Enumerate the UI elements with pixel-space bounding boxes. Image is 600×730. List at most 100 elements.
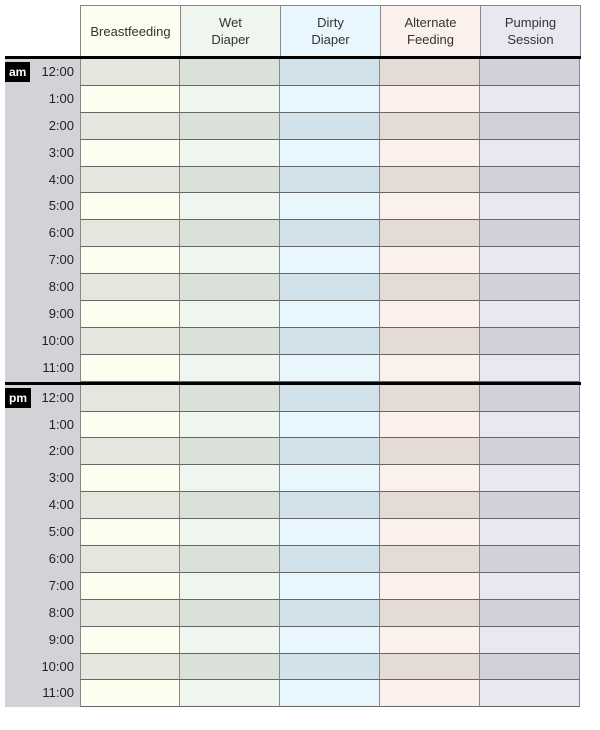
log-cell[interactable] [180, 384, 280, 412]
log-cell[interactable] [80, 411, 180, 439]
log-cell[interactable] [380, 247, 480, 275]
log-cell[interactable] [80, 546, 180, 573]
log-cell[interactable] [380, 572, 480, 600]
log-cell[interactable] [80, 274, 180, 302]
log-cell[interactable] [380, 220, 480, 248]
log-cell[interactable] [380, 680, 480, 708]
log-cell[interactable] [480, 166, 580, 194]
log-cell[interactable] [480, 247, 580, 275]
log-cell[interactable] [280, 599, 380, 627]
log-cell[interactable] [380, 85, 480, 113]
log-cell[interactable] [480, 411, 580, 439]
log-cell[interactable] [180, 599, 280, 627]
log-cell[interactable] [380, 112, 480, 140]
log-cell[interactable] [80, 166, 180, 194]
log-cell[interactable] [80, 572, 180, 600]
log-cell[interactable] [180, 546, 280, 573]
log-cell[interactable] [280, 438, 380, 466]
log-cell[interactable] [380, 384, 480, 412]
log-cell[interactable] [180, 492, 280, 520]
log-cell[interactable] [180, 301, 280, 328]
log-cell[interactable] [180, 354, 280, 382]
log-cell[interactable] [380, 301, 480, 328]
log-cell[interactable] [180, 327, 280, 355]
log-cell[interactable] [180, 247, 280, 275]
log-cell[interactable] [480, 653, 580, 681]
log-cell[interactable] [380, 193, 480, 221]
log-cell[interactable] [480, 220, 580, 248]
log-cell[interactable] [180, 274, 280, 302]
log-cell[interactable] [480, 85, 580, 113]
log-cell[interactable] [480, 599, 580, 627]
log-cell[interactable] [480, 438, 580, 466]
log-cell[interactable] [480, 465, 580, 493]
log-cell[interactable] [80, 599, 180, 627]
log-cell[interactable] [280, 85, 380, 113]
log-cell[interactable] [280, 492, 380, 520]
log-cell[interactable] [80, 465, 180, 493]
log-cell[interactable] [280, 519, 380, 547]
log-cell[interactable] [280, 354, 380, 382]
log-cell[interactable] [80, 112, 180, 140]
log-cell[interactable] [380, 139, 480, 167]
log-cell[interactable] [480, 354, 580, 382]
log-cell[interactable] [280, 274, 380, 302]
log-cell[interactable] [180, 59, 280, 86]
log-cell[interactable] [180, 465, 280, 493]
log-cell[interactable] [280, 384, 380, 412]
log-cell[interactable] [80, 653, 180, 681]
log-cell[interactable] [80, 247, 180, 275]
log-cell[interactable] [480, 384, 580, 412]
log-cell[interactable] [480, 492, 580, 520]
log-cell[interactable] [280, 301, 380, 328]
log-cell[interactable] [80, 519, 180, 547]
log-cell[interactable] [280, 626, 380, 654]
log-cell[interactable] [280, 327, 380, 355]
log-cell[interactable] [80, 85, 180, 113]
log-cell[interactable] [380, 519, 480, 547]
log-cell[interactable] [380, 653, 480, 681]
log-cell[interactable] [380, 626, 480, 654]
log-cell[interactable] [380, 599, 480, 627]
log-cell[interactable] [480, 680, 580, 708]
log-cell[interactable] [80, 626, 180, 654]
log-cell[interactable] [80, 193, 180, 221]
log-cell[interactable] [380, 354, 480, 382]
log-cell[interactable] [180, 626, 280, 654]
log-cell[interactable] [380, 411, 480, 439]
log-cell[interactable] [280, 572, 380, 600]
log-cell[interactable] [380, 438, 480, 466]
log-cell[interactable] [280, 247, 380, 275]
log-cell[interactable] [480, 193, 580, 221]
log-cell[interactable] [180, 85, 280, 113]
log-cell[interactable] [180, 166, 280, 194]
log-cell[interactable] [280, 680, 380, 708]
log-cell[interactable] [280, 411, 380, 439]
log-cell[interactable] [180, 438, 280, 466]
log-cell[interactable] [180, 411, 280, 439]
log-cell[interactable] [480, 139, 580, 167]
log-cell[interactable] [180, 653, 280, 681]
log-cell[interactable] [180, 572, 280, 600]
log-cell[interactable] [380, 492, 480, 520]
log-cell[interactable] [280, 653, 380, 681]
log-cell[interactable] [80, 492, 180, 520]
log-cell[interactable] [480, 626, 580, 654]
log-cell[interactable] [80, 139, 180, 167]
log-cell[interactable] [280, 112, 380, 140]
log-cell[interactable] [180, 112, 280, 140]
log-cell[interactable] [380, 465, 480, 493]
log-cell[interactable] [480, 59, 580, 86]
log-cell[interactable] [180, 519, 280, 547]
log-cell[interactable] [380, 166, 480, 194]
log-cell[interactable] [280, 59, 380, 86]
log-cell[interactable] [280, 546, 380, 573]
log-cell[interactable] [280, 139, 380, 167]
log-cell[interactable] [380, 546, 480, 573]
log-cell[interactable] [180, 139, 280, 167]
log-cell[interactable] [280, 193, 380, 221]
log-cell[interactable] [380, 274, 480, 302]
log-cell[interactable] [80, 327, 180, 355]
log-cell[interactable] [80, 384, 180, 412]
log-cell[interactable] [280, 220, 380, 248]
